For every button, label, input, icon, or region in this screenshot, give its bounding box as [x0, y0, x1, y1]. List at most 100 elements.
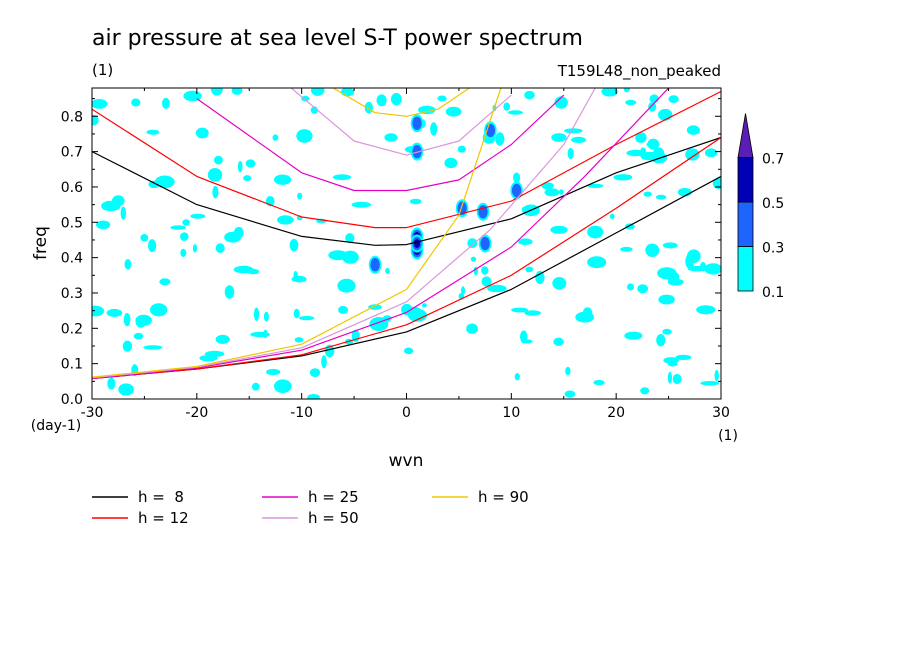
noise-patch	[118, 383, 134, 396]
noise-patch	[626, 149, 645, 157]
noise-patch	[162, 97, 170, 109]
x-tick-label: -20	[185, 405, 208, 421]
noise-patch	[337, 278, 356, 293]
noise-patch	[418, 105, 436, 115]
x-axis-label: wvn	[389, 451, 424, 471]
colorbar-level-label: 0.5	[762, 196, 784, 212]
curve-h90-lower	[92, 88, 502, 378]
legend-label-h50: h = 50	[308, 509, 359, 527]
noise-patch	[309, 368, 321, 377]
noise-patch	[623, 88, 630, 93]
noise-patch	[182, 219, 190, 226]
noise-patch	[430, 122, 438, 136]
x-tick-label: 30	[712, 405, 730, 421]
noise-patch	[662, 242, 678, 249]
x-tick-label: 20	[607, 405, 625, 421]
noise-patch	[231, 88, 243, 95]
chart-subtitle-left: (1)	[92, 61, 113, 79]
noise-patch	[92, 305, 105, 317]
noise-patch	[195, 127, 209, 139]
noise-patch	[277, 215, 294, 225]
noise-patch	[289, 238, 299, 252]
noise-patch	[503, 102, 511, 111]
noise-patch	[385, 267, 390, 274]
noise-patch	[686, 249, 701, 263]
noise-patch	[293, 308, 300, 319]
y-tick-label: 0.4	[61, 251, 83, 267]
noise-patch	[120, 206, 127, 220]
noise-patch	[391, 92, 402, 106]
x-tick-label: 10	[502, 405, 520, 421]
noise-patch	[340, 88, 355, 97]
noise-patch	[565, 366, 571, 376]
chart-subtitle-right: T159L48_non_peaked	[557, 62, 721, 81]
colorbar-level-label: 0.1	[762, 285, 784, 301]
noise-patch	[668, 95, 679, 103]
noise-patch	[444, 157, 458, 169]
noise-patch	[272, 134, 279, 141]
noise-patch	[658, 294, 675, 305]
noise-patch	[457, 145, 466, 153]
noise-patch	[143, 345, 163, 350]
noise-patch	[544, 188, 560, 197]
noise-patch	[369, 317, 389, 331]
noise-patch	[487, 284, 507, 293]
noise-patch	[212, 185, 219, 199]
noise-patch	[675, 354, 692, 360]
noise-patch	[625, 223, 635, 230]
noise-patch	[587, 183, 604, 188]
noise-patch	[571, 136, 587, 143]
noise-patch	[696, 305, 716, 315]
noise-patch	[550, 225, 568, 234]
noise-patch	[518, 238, 533, 245]
noise-patch	[648, 102, 657, 112]
noise-patch	[587, 225, 604, 239]
y-unit-label: (day-1)	[31, 418, 81, 434]
y-tick-label: 0.3	[61, 286, 83, 302]
noise-patch	[140, 234, 149, 242]
x-axis: -30 -20 -10 0 10 20 30	[81, 88, 730, 421]
noise-patch	[481, 266, 489, 275]
noise-patch	[96, 220, 111, 230]
noise-patch	[150, 303, 168, 317]
y-tick-label: 0.8	[61, 109, 83, 125]
y-tick-label: 0.6	[61, 180, 83, 196]
noise-patch	[645, 243, 660, 257]
noise-patch	[247, 268, 260, 275]
y-axis: 0.0 0.1 0.2 0.3 0.4 0.5 0.6 0.7 0.8	[61, 98, 721, 408]
noise-patch	[224, 285, 235, 299]
legend-label-h8: h = 8	[138, 488, 184, 506]
noise-patch	[613, 174, 633, 181]
noise-patch	[522, 339, 533, 344]
noise-patch	[656, 334, 666, 347]
noise-patch	[627, 283, 634, 291]
noise-patch	[180, 232, 189, 241]
noise-patch	[384, 133, 398, 142]
x-tick-label: 0	[402, 405, 411, 421]
noise-patch	[685, 148, 700, 161]
noise-patch	[712, 178, 721, 189]
noise-patch	[180, 248, 187, 257]
curve-h25-lower	[92, 88, 670, 380]
noise-patch	[159, 278, 171, 286]
y-tick-label: 0.2	[61, 321, 83, 337]
noise-patch	[291, 275, 307, 283]
noise-patch	[210, 88, 223, 96]
noise-patch	[237, 160, 243, 173]
noise-patch	[700, 381, 720, 386]
y-tick-label: 0.7	[61, 145, 83, 161]
chart-title: air pressure at sea level S-T power spec…	[92, 26, 583, 51]
noise-patch	[507, 110, 523, 115]
noise-patch	[662, 328, 672, 335]
noise-patch	[148, 239, 157, 253]
noise-patch	[625, 99, 637, 106]
legend: h = 8 h = 12 h = 25 h = 50 h = 90	[92, 488, 529, 527]
noise-patch	[649, 94, 659, 104]
noise-patch	[338, 305, 349, 314]
curve-h50-lower	[92, 88, 596, 379]
x-unit-label: (1)	[718, 428, 738, 444]
noise-patch	[251, 382, 260, 391]
noise-patch	[368, 304, 382, 310]
noise-patch	[311, 88, 325, 96]
noise-patch	[481, 276, 492, 287]
